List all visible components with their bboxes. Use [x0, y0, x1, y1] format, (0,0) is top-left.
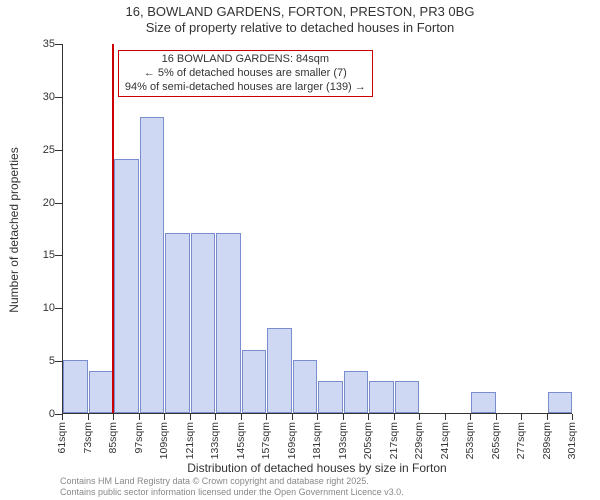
- bar: [471, 392, 496, 413]
- x-tick: [317, 414, 318, 420]
- bar: [114, 159, 139, 413]
- bar: [191, 233, 216, 413]
- x-tick-label: 145sqm: [235, 422, 247, 459]
- y-tick-label: 30: [29, 91, 55, 103]
- x-tick: [190, 414, 191, 420]
- x-tick-label: 241sqm: [439, 422, 451, 459]
- x-tick: [241, 414, 242, 420]
- footer-credits: Contains HM Land Registry data © Crown c…: [60, 476, 404, 497]
- x-tick-label: 217sqm: [388, 422, 400, 459]
- y-tick: [55, 44, 63, 45]
- x-tick-label: 85sqm: [107, 422, 119, 454]
- x-tick-label: 61sqm: [56, 422, 68, 454]
- x-tick-label: 157sqm: [260, 422, 272, 459]
- x-tick: [445, 414, 446, 420]
- property-marker-line: [112, 44, 114, 413]
- bar: [267, 328, 292, 413]
- x-tick-label: 169sqm: [286, 422, 298, 459]
- x-tick: [572, 414, 573, 420]
- chart-title-block: 16, BOWLAND GARDENS, FORTON, PRESTON, PR…: [0, 4, 600, 37]
- x-tick-label: 253sqm: [464, 422, 476, 459]
- x-tick: [368, 414, 369, 420]
- bar: [242, 350, 267, 413]
- x-tick: [62, 414, 63, 420]
- chart-title-line2: Size of property relative to detached ho…: [0, 20, 600, 36]
- x-tick: [88, 414, 89, 420]
- x-tick-label: 265sqm: [490, 422, 502, 459]
- x-tick-label: 73sqm: [82, 422, 94, 454]
- x-tick-label: 97sqm: [133, 422, 145, 454]
- y-tick-label: 0: [29, 408, 55, 420]
- y-tick: [55, 361, 63, 362]
- y-tick: [55, 150, 63, 151]
- footer-line2: Contains public sector information licen…: [60, 487, 404, 497]
- chart-title-line1: 16, BOWLAND GARDENS, FORTON, PRESTON, PR…: [0, 4, 600, 20]
- bar: [89, 371, 114, 413]
- y-tick: [55, 308, 63, 309]
- bar: [293, 360, 318, 413]
- bar: [63, 360, 88, 413]
- bar: [395, 381, 420, 413]
- y-axis-title: Number of detached properties: [7, 147, 21, 312]
- y-tick-label: 25: [29, 144, 55, 156]
- x-tick: [266, 414, 267, 420]
- x-tick: [215, 414, 216, 420]
- x-axis-title: Distribution of detached houses by size …: [62, 461, 572, 475]
- x-tick-label: 181sqm: [311, 422, 323, 459]
- x-tick: [419, 414, 420, 420]
- x-tick-label: 205sqm: [362, 422, 374, 459]
- x-tick-label: 109sqm: [158, 422, 170, 459]
- y-tick-label: 20: [29, 197, 55, 209]
- footer-line1: Contains HM Land Registry data © Crown c…: [60, 476, 404, 486]
- x-tick: [139, 414, 140, 420]
- bar: [140, 117, 165, 413]
- y-tick: [55, 203, 63, 204]
- chart-container: 16, BOWLAND GARDENS, FORTON, PRESTON, PR…: [0, 0, 600, 500]
- y-tick: [55, 97, 63, 98]
- x-tick-label: 133sqm: [209, 422, 221, 459]
- x-tick: [292, 414, 293, 420]
- x-tick-label: 229sqm: [413, 422, 425, 459]
- bar: [165, 233, 190, 413]
- annotation-line1: 16 BOWLAND GARDENS: 84sqm: [125, 53, 366, 67]
- x-tick: [547, 414, 548, 420]
- x-tick: [164, 414, 165, 420]
- bar: [318, 381, 343, 413]
- bar: [216, 233, 241, 413]
- bars-group: [63, 44, 572, 413]
- x-tick-label: 289sqm: [541, 422, 553, 459]
- x-tick-label: 121sqm: [184, 422, 196, 459]
- x-tick-label: 277sqm: [515, 422, 527, 459]
- plot-area: 16 BOWLAND GARDENS: 84sqm ← 5% of detach…: [62, 44, 572, 414]
- y-tick-label: 15: [29, 249, 55, 261]
- x-tick: [113, 414, 114, 420]
- y-tick-label: 10: [29, 302, 55, 314]
- y-tick: [55, 255, 63, 256]
- annotation-line3: 94% of semi-detached houses are larger (…: [125, 81, 366, 95]
- x-tick-label: 301sqm: [566, 422, 578, 459]
- x-tick: [394, 414, 395, 420]
- bar: [344, 371, 369, 413]
- annotation-line2: ← 5% of detached houses are smaller (7): [125, 67, 366, 81]
- y-tick-label: 5: [29, 355, 55, 367]
- x-tick: [496, 414, 497, 420]
- x-tick: [343, 414, 344, 420]
- annotation-callout: 16 BOWLAND GARDENS: 84sqm ← 5% of detach…: [118, 50, 373, 97]
- bar: [369, 381, 394, 413]
- bar: [548, 392, 573, 413]
- y-tick-label: 35: [29, 38, 55, 50]
- x-tick: [470, 414, 471, 420]
- x-tick: [521, 414, 522, 420]
- x-tick-label: 193sqm: [337, 422, 349, 459]
